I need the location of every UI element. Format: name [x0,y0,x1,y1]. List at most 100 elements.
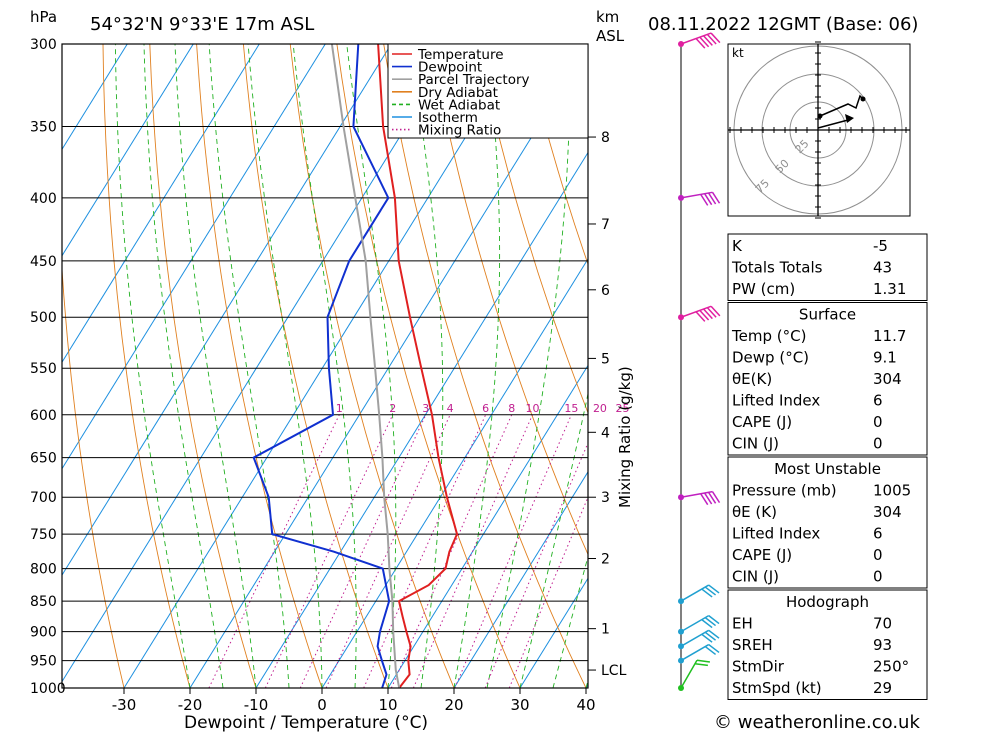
table-row-label: PW (cm) [732,280,795,298]
dry-adiabat-line [336,44,521,688]
wind-barb [678,584,720,605]
location-title: 54°32'N 9°33'E 17m ASL [90,14,314,35]
pressure-tick-label: 350 [30,119,57,135]
dry-adiabat-line [289,44,455,688]
pressure-gridlines [62,43,588,689]
mixing-ratio-line [264,414,394,688]
mixing-ratio-label: 6 [482,402,489,415]
wind-barb [678,32,721,49]
table-row-value: 250° [873,658,909,676]
km-tick-label: 8 [601,130,610,146]
isotherm-line [321,258,588,688]
profile-parcel-trajectory [330,44,401,688]
wind-barb [678,643,720,664]
isotherm-line [255,151,588,688]
km-tick-label: 6 [601,283,610,299]
table-row-value: 6 [873,392,883,410]
mixing-ratio-label: 8 [508,402,515,415]
mixing-ratio-label: 25 [616,402,630,415]
wind-barb [678,191,721,206]
profile-temperature [377,44,459,688]
pressure-tick-label: 600 [30,408,57,424]
wet-adiabat-line [143,44,224,688]
table-row-value: 0 [873,568,883,586]
mixing-ratio-line [390,414,513,688]
km-tick-label: 3 [601,490,610,506]
km-tick-label: 7 [601,217,610,233]
table-row-value: 43 [873,259,892,277]
table-row-value: 93 [873,636,892,654]
wet-adiabat-line [519,391,588,688]
wind-barb [678,659,710,691]
asl-label: ASL [596,27,625,45]
legend-label: Isotherm [418,110,478,126]
mixing-ratio-label: 10 [525,402,539,415]
table-row-value: 1005 [873,482,911,500]
mixing-ratio-axis-title: Mixing Ratio (g/kg) [616,366,634,508]
hodograph-unit: kt [732,46,744,60]
table-row-label: StmDir [732,658,785,676]
table-row-label: θE (K) [732,503,777,521]
legend-label: Dry Adiabat [418,85,498,101]
temp-tick-label: 20 [444,696,463,714]
dry-adiabat-line [383,44,587,688]
table-row-label: SREH [732,636,773,654]
table-row-label: Dewp (°C) [732,349,809,367]
mixing-ratio-label: 15 [564,402,578,415]
mixing-ratio-label: 3 [422,402,429,415]
pressure-tick-label: 850 [30,594,57,610]
isotherm-line [62,44,392,577]
table-row-value: 0 [873,546,883,564]
table-section [727,302,928,456]
wind-barb [678,305,721,322]
legend-label: Mixing Ratio [418,123,501,139]
km-label: km [596,8,619,26]
isotherm-line [123,44,524,688]
table-row-value: 0 [873,413,883,431]
table-row-value: 11.7 [873,327,906,345]
dry-adiabat-line [476,44,588,414]
legend-box [387,43,589,139]
pressure-tick-label: 1000 [30,681,66,697]
dry-adiabat-line [945,44,1000,688]
table-row-label: CIN (J) [732,568,779,586]
table-section [727,589,928,700]
table-row-label: Totals Totals [731,259,823,277]
temp-tick-label: -10 [244,696,269,714]
temp-tick-label: 30 [510,696,529,714]
hodograph-start-dot [817,113,823,119]
table-row-label: Lifted Index [732,392,820,410]
table-row-label: Temp (°C) [731,327,806,345]
pressure-tick-label: 550 [30,361,57,377]
table-row-label: K [732,237,743,255]
table-row-label: θE(K) [732,370,772,388]
wind-barb [678,490,721,506]
isotherm-line [453,470,588,688]
pressure-tick-label: 450 [30,254,57,270]
profile-dewpoint [252,44,391,688]
temp-tick-label: -30 [112,696,137,714]
mixing-ratio-label: 1 [336,402,343,415]
isotherm-line [62,44,128,151]
pressure-tick-label: 650 [30,451,57,467]
dry-adiabat-line [992,44,1000,688]
dry-adiabat-line [62,262,125,688]
wet-adiabat-line [453,44,501,688]
pressure-tick-label: 900 [30,625,57,641]
pressure-tick-label: 700 [30,490,57,506]
pressure-tick-label: 500 [30,310,57,326]
temp-tick-label: -20 [178,696,203,714]
km-tick-label: 1 [601,622,610,638]
km-tick-label: 5 [601,351,610,367]
km-tick-label: 4 [601,425,610,441]
hodograph-trace [819,94,864,117]
legend-label: Wet Adiabat [418,97,500,113]
mixing-ratio-label: 4 [447,402,454,415]
wet-adiabat-line [208,44,290,688]
indices-table: K -5 Totals Totals 43 PW (cm) 1.31 Surface Temp… [727,233,928,700]
table-section [727,233,928,301]
temp-tick-label: 40 [576,696,595,714]
